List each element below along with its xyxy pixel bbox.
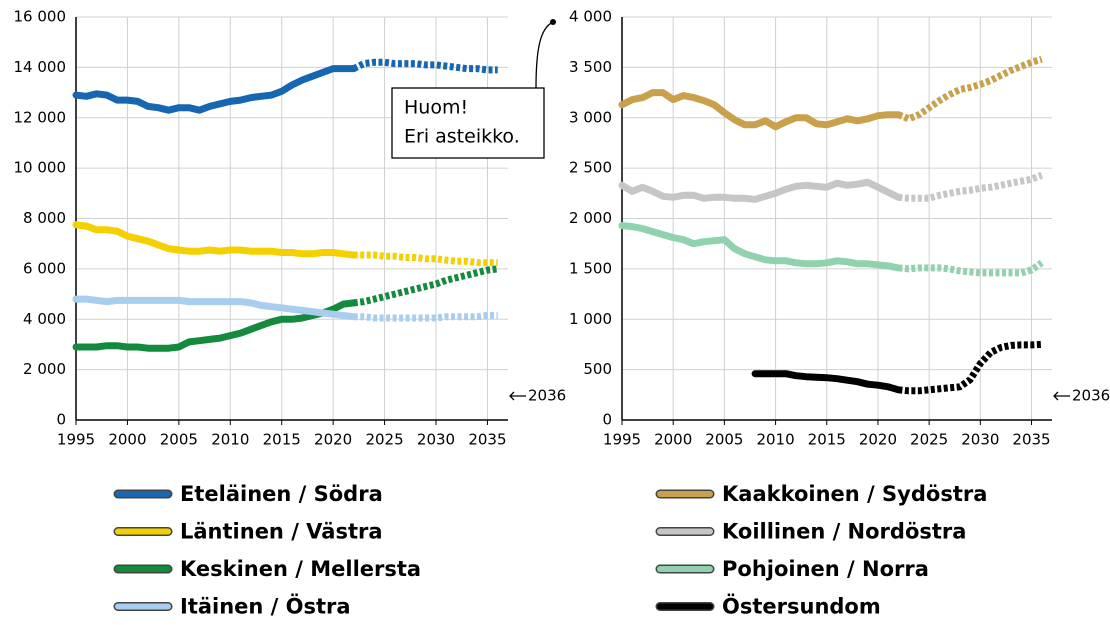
series-line <box>618 222 902 272</box>
x-tick-label: 1995 <box>57 431 95 449</box>
x-tick-label: 2010 <box>211 431 249 449</box>
x-tick-label: 2030 <box>961 431 999 449</box>
x-tick-label: 2020 <box>859 431 897 449</box>
forecast-line <box>898 340 1042 395</box>
series-line <box>72 65 358 114</box>
note-dot <box>550 19 556 25</box>
series-line <box>618 178 902 203</box>
legend-label: Koillinen / Nordöstra <box>722 520 966 544</box>
x-tick-label: 2005 <box>160 431 198 449</box>
y-tick-label: 0 <box>602 411 612 429</box>
forecast-line <box>353 312 498 322</box>
y-tick-label: 3 500 <box>569 58 612 76</box>
legend-label: Kaakkoinen / Sydöstra <box>722 482 987 506</box>
x-tick-label: 2035 <box>468 431 506 449</box>
y-tick-label: 10 000 <box>14 159 67 177</box>
x-tick-label: 2005 <box>705 431 743 449</box>
y-tick-label: 2 500 <box>569 159 612 177</box>
forecast-line <box>353 265 499 307</box>
note-text: Huom! <box>404 97 468 119</box>
forecast-line <box>352 58 498 74</box>
y-tick-label: 2 000 <box>569 209 612 227</box>
y-tick-label: 14 000 <box>14 58 67 76</box>
x-tick-label: 2000 <box>654 431 692 449</box>
x-tick-label: 2020 <box>314 431 352 449</box>
forecast-line <box>898 259 1044 277</box>
legend-label: Eteläinen / Södra <box>180 482 383 506</box>
y-tick-label: 3 000 <box>569 108 612 126</box>
series-line <box>72 221 358 259</box>
series-line <box>72 295 358 321</box>
y-tick-label: 2 000 <box>23 360 66 378</box>
x-tick-label: 2015 <box>263 431 301 449</box>
series-line <box>751 370 902 394</box>
legend-label: Östersundom <box>722 594 881 619</box>
legend-label: Läntinen / Västra <box>180 520 383 544</box>
y-tick-label: 4 000 <box>569 8 612 26</box>
y-tick-label: 12 000 <box>14 108 67 126</box>
forecast-line <box>898 171 1044 202</box>
legend-label: Itäinen / Östra <box>180 594 351 619</box>
x-tick-label: 2025 <box>365 431 403 449</box>
x-tick-label: 2030 <box>417 431 455 449</box>
series-line <box>72 299 358 352</box>
legend-label: Keskinen / Mellersta <box>180 557 421 581</box>
y-tick-label: 16 000 <box>14 8 67 26</box>
y-tick-label: 8 000 <box>23 209 66 227</box>
legend-label: Pohjoinen / Norra <box>722 557 929 581</box>
annotation: 2036 <box>1072 387 1110 405</box>
y-tick-label: 4 000 <box>23 310 66 328</box>
forecast-line <box>353 251 498 267</box>
y-tick-label: 6 000 <box>23 259 66 277</box>
forecast-line <box>897 55 1043 123</box>
x-tick-label: 2035 <box>1012 431 1050 449</box>
y-tick-label: 1 500 <box>569 259 612 277</box>
y-tick-label: 0 <box>56 411 66 429</box>
annotation: 2036 <box>528 387 566 405</box>
x-tick-label: 2010 <box>756 431 794 449</box>
series-line <box>618 89 902 131</box>
y-tick-label: 500 <box>583 360 612 378</box>
x-tick-label: 2025 <box>910 431 948 449</box>
note-box <box>391 87 545 159</box>
note-text: Eri asteikko. <box>404 126 520 148</box>
y-tick-label: 1 000 <box>569 310 612 328</box>
note-connector <box>535 21 554 89</box>
arrow <box>509 391 526 401</box>
x-tick-label: 1995 <box>603 431 641 449</box>
arrow <box>1053 391 1070 401</box>
x-tick-label: 2000 <box>108 431 146 449</box>
x-tick-label: 2015 <box>808 431 846 449</box>
